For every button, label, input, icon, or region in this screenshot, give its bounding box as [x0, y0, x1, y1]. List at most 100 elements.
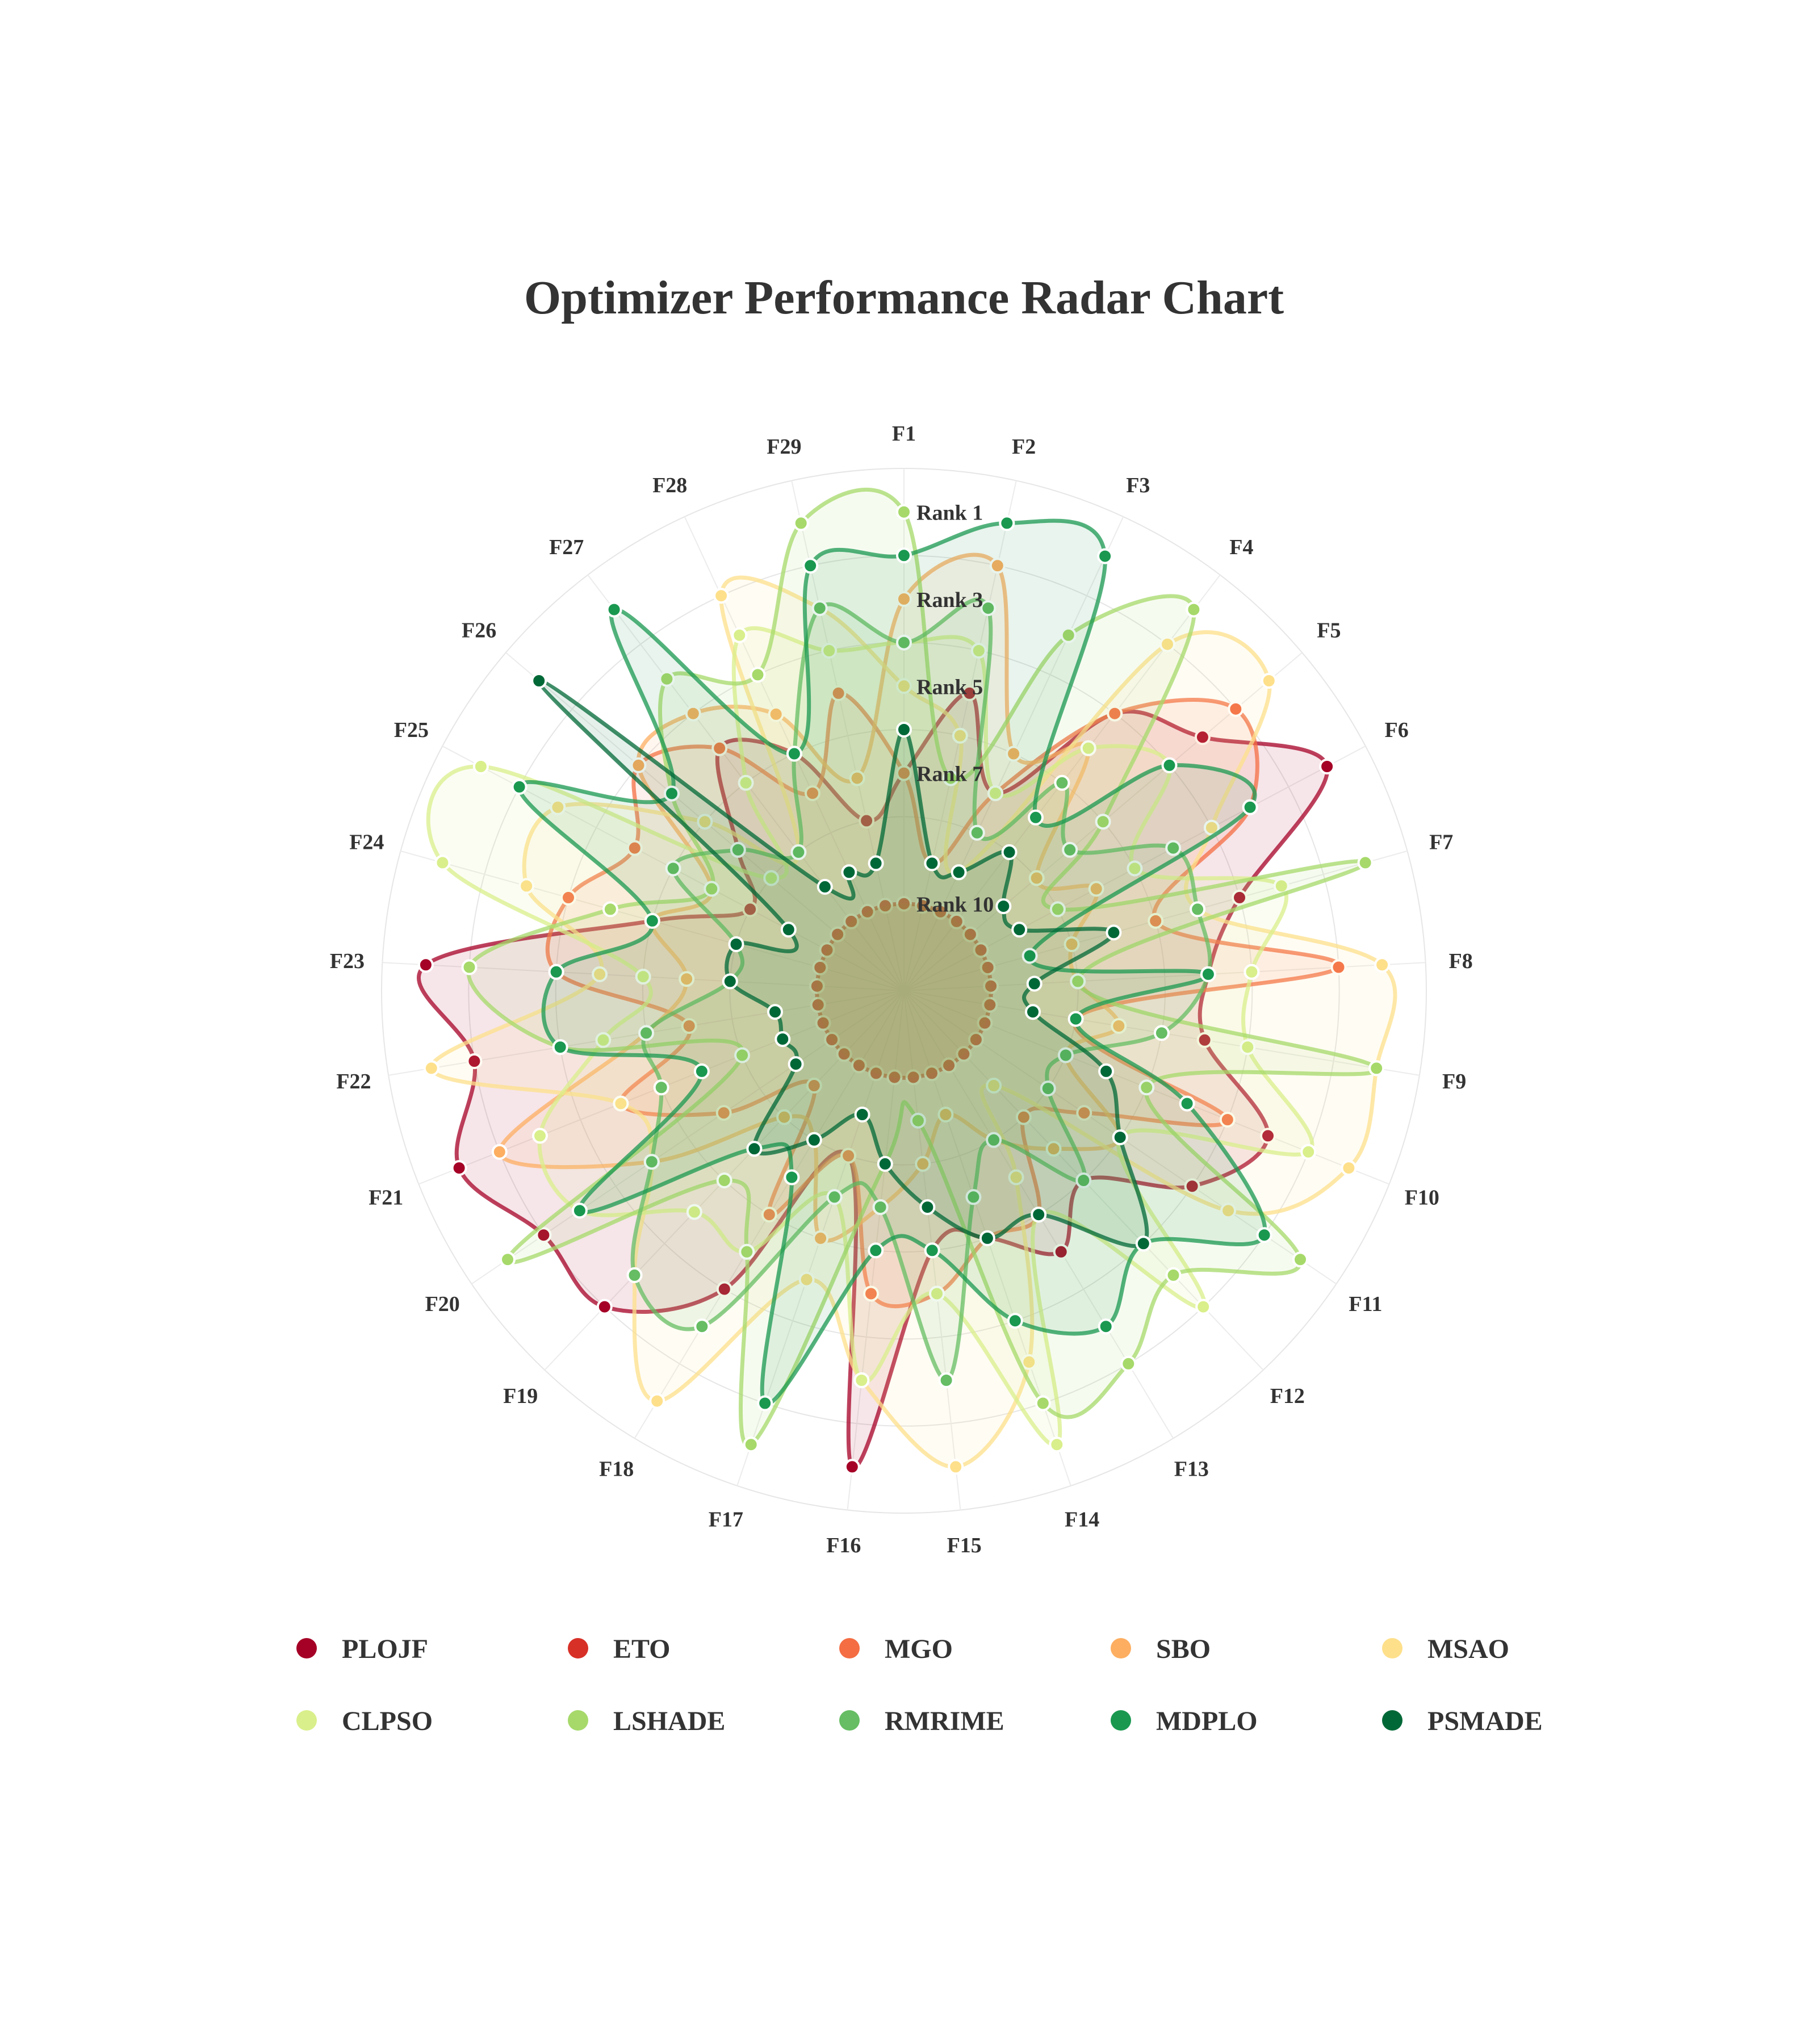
- axis-label-f11: F11: [1349, 1292, 1382, 1316]
- data-point: [798, 1271, 815, 1288]
- data-point: [1256, 1227, 1272, 1243]
- data-point: [596, 1299, 613, 1315]
- data-point: [1111, 1018, 1127, 1034]
- axis-label-f8: F8: [1448, 949, 1472, 973]
- data-point: [1057, 1047, 1074, 1063]
- data-point: [664, 785, 680, 802]
- data-point: [968, 1032, 984, 1048]
- data-point: [1219, 1112, 1236, 1128]
- data-point: [1049, 1436, 1065, 1453]
- legend-item-rmrime[interactable]: RMRIME: [839, 1706, 1004, 1736]
- data-point: [665, 860, 681, 877]
- data-point: [560, 889, 576, 906]
- legend-marker: [839, 1710, 860, 1731]
- data-point: [763, 870, 780, 886]
- data-point: [1076, 1105, 1092, 1121]
- data-point: [679, 971, 695, 987]
- data-point: [716, 1281, 732, 1297]
- legend-item-lshade[interactable]: LSHADE: [568, 1706, 725, 1736]
- legend-item-msao[interactable]: MSAO: [1382, 1634, 1509, 1664]
- data-point: [644, 912, 660, 929]
- data-point: [685, 705, 701, 722]
- data-point: [743, 1436, 759, 1453]
- data-point: [697, 814, 713, 830]
- axis-label-f10: F10: [1405, 1186, 1439, 1210]
- data-point: [962, 926, 978, 943]
- legend-label: RMRIME: [885, 1706, 1004, 1736]
- legend-label: MSAO: [1427, 1634, 1509, 1664]
- data-point: [434, 855, 451, 871]
- data-point: [815, 1015, 831, 1031]
- data-point: [806, 1132, 822, 1148]
- data-point: [742, 901, 759, 918]
- rank-label: Rank 7: [916, 763, 983, 786]
- data-point: [896, 678, 912, 694]
- data-point: [915, 1155, 931, 1172]
- data-point: [905, 1069, 922, 1086]
- data-point: [943, 770, 959, 786]
- data-point: [1021, 948, 1038, 964]
- legend-item-psmade[interactable]: PSMADE: [1382, 1706, 1543, 1736]
- data-point: [500, 1251, 516, 1268]
- data-point: [704, 881, 720, 897]
- data-point: [982, 996, 998, 1013]
- legend-item-eto[interactable]: ETO: [568, 1634, 671, 1664]
- data-point: [613, 1095, 629, 1112]
- axis-label-f29: F29: [767, 435, 801, 459]
- data-point: [987, 785, 1003, 802]
- series-line: [426, 626, 1314, 1447]
- data-point: [1045, 1141, 1062, 1157]
- legend-item-plojf[interactable]: PLOJF: [296, 1634, 428, 1664]
- legend-item-mgo[interactable]: MGO: [839, 1634, 953, 1664]
- series-area: [538, 680, 1147, 1246]
- data-point: [635, 969, 651, 985]
- data-point: [1228, 701, 1244, 717]
- data-point: [532, 1128, 548, 1144]
- data-point: [980, 600, 997, 617]
- data-point: [1006, 745, 1022, 762]
- data-point: [999, 515, 1015, 531]
- data-point: [826, 1189, 843, 1205]
- data-point: [550, 799, 566, 815]
- data-point: [877, 898, 893, 914]
- data-point: [868, 855, 884, 872]
- data-point: [989, 558, 1006, 574]
- data-point: [872, 1199, 889, 1216]
- data-point: [423, 1060, 439, 1077]
- data-point: [977, 1015, 993, 1031]
- legend-item-mdplo[interactable]: MDPLO: [1111, 1706, 1258, 1736]
- data-point: [728, 936, 744, 952]
- axis-label-f1: F1: [892, 422, 916, 446]
- data-point: [1195, 1299, 1212, 1315]
- data-point: [986, 1078, 1002, 1094]
- legend-marker: [1382, 1710, 1402, 1731]
- data-point: [938, 1372, 954, 1388]
- axis-labels: F1 F2 F3 F4 F5 F6 F7 F8 F9 F10 F11 F12 F13 F14 F15 F16 F…: [330, 422, 1473, 1557]
- legend-item-sbo[interactable]: SBO: [1111, 1634, 1211, 1664]
- legend-item-clpso[interactable]: CLPSO: [296, 1706, 433, 1736]
- rank-label: Rank 3: [916, 588, 983, 612]
- data-point: [810, 996, 826, 1013]
- legend: PLOJF ETO MGO SBO MSAO CLPSO LSHADE RMRIME MDPLO…: [296, 1634, 1543, 1736]
- data-point: [649, 1393, 665, 1409]
- data-point: [979, 1230, 995, 1246]
- data-point: [853, 1372, 870, 1388]
- data-point: [1190, 901, 1206, 918]
- data-point: [986, 1132, 1002, 1148]
- data-point: [472, 759, 489, 774]
- legend-marker: [1111, 1710, 1131, 1731]
- data-point: [511, 778, 527, 795]
- data-point: [768, 706, 784, 722]
- data-point: [1242, 799, 1258, 815]
- data-point: [767, 1004, 783, 1020]
- data-point: [1165, 1267, 1182, 1283]
- data-point: [659, 671, 675, 687]
- data-point: [840, 1147, 857, 1164]
- data-point: [859, 812, 875, 829]
- data-point: [780, 922, 797, 938]
- data-point: [1374, 957, 1391, 973]
- data-point: [638, 1025, 655, 1041]
- data-point: [854, 1107, 870, 1122]
- data-point: [694, 1318, 710, 1335]
- axis-label-f16: F16: [826, 1534, 861, 1557]
